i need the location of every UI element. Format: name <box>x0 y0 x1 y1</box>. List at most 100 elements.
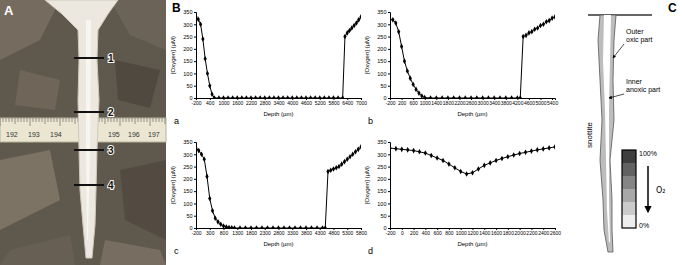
ruler-tick <box>126 118 127 122</box>
y-axis-line <box>194 13 197 99</box>
ruler-tick <box>30 118 31 126</box>
marker <box>447 161 450 167</box>
tick: 6400 <box>342 98 353 106</box>
marker <box>536 25 539 31</box>
marker <box>288 225 291 228</box>
rock-texture <box>15 70 60 110</box>
x-axis: -200020040060080010001200140016001800200… <box>385 228 561 236</box>
tick: 50 <box>380 213 390 219</box>
marker <box>522 34 525 40</box>
tick: 1800 <box>503 228 514 236</box>
marker <box>205 174 208 180</box>
tick-label: 300 <box>183 152 192 158</box>
tick: 150 <box>183 58 196 64</box>
tick-label: 0 <box>189 95 192 101</box>
tick-label: 1300 <box>232 230 243 236</box>
marker <box>357 147 360 153</box>
marker <box>542 146 545 152</box>
chart: -200020040060080010001200140016001800200… <box>364 139 561 256</box>
marker <box>391 17 394 23</box>
marker <box>327 95 330 98</box>
tick: 3800 <box>301 228 312 236</box>
tick-label: 4600 <box>524 100 535 106</box>
marker <box>200 151 203 157</box>
marker <box>197 17 200 23</box>
tick-label: 350 <box>377 139 386 145</box>
marker <box>335 165 338 171</box>
tick: 4000 <box>287 98 298 106</box>
marker <box>318 95 321 98</box>
ruler-tick <box>3 118 4 122</box>
tick-mark <box>388 49 390 50</box>
tick-label: 200 <box>183 46 192 52</box>
tick: -200 <box>385 98 395 106</box>
marker <box>458 95 461 98</box>
marker <box>341 95 344 98</box>
plot-area <box>390 14 555 98</box>
marker <box>315 225 318 228</box>
x-axis-title: Depth (µm) <box>457 111 487 117</box>
ruler-tick <box>15 118 16 124</box>
marker <box>343 159 346 165</box>
marker <box>291 95 294 98</box>
section-label: 1 <box>108 53 114 64</box>
marker <box>225 224 228 228</box>
y-axis-line <box>388 13 391 99</box>
tick: 250 <box>183 164 196 170</box>
tick-label: 300 <box>377 152 386 158</box>
ruler-tick <box>36 118 37 122</box>
ruler-tick <box>111 118 112 122</box>
ruler-tick <box>27 118 28 122</box>
tick: 100 <box>377 71 390 77</box>
tick-label: 1600 <box>491 230 502 236</box>
tick-label: 2600 <box>550 230 561 236</box>
tick: 0 <box>383 95 390 101</box>
tick: 600 <box>409 98 418 106</box>
marker <box>259 95 262 98</box>
tick: 0 <box>383 225 390 231</box>
ruler-tick <box>132 118 133 122</box>
marker <box>553 144 555 150</box>
tick: 3800 <box>501 98 512 106</box>
marker <box>255 225 258 228</box>
panel-label: A <box>4 3 14 18</box>
tick-label: 2200 <box>246 100 257 106</box>
tick-label: 300 <box>183 22 192 28</box>
ruler-tick <box>48 118 49 122</box>
tick: 400 <box>206 98 215 106</box>
tick-label: 800 <box>445 230 454 236</box>
ruler-tick <box>63 118 64 122</box>
tick: 100 <box>183 201 196 207</box>
tick-mark <box>194 216 196 217</box>
tick-label: 350 <box>183 139 192 145</box>
tick: 0 <box>401 228 404 236</box>
marker <box>420 93 423 98</box>
y-axis-title: [Oxygen] (µM) <box>364 36 370 74</box>
marker <box>424 150 427 156</box>
ruler-tick <box>108 118 109 122</box>
figure: 1921931941951961971234AB-200400100016002… <box>0 0 685 265</box>
marker <box>351 151 354 157</box>
rock-texture <box>110 0 166 50</box>
panel-label: B <box>172 1 181 15</box>
marker <box>545 19 548 25</box>
marker <box>403 58 406 64</box>
tick-label: 150 <box>377 188 386 194</box>
tick: 5200 <box>315 98 326 106</box>
tick-mark <box>194 61 196 62</box>
ruler-tick <box>153 118 154 122</box>
marker <box>516 95 519 98</box>
tick: 5000 <box>535 98 546 106</box>
marker <box>271 225 274 228</box>
marker <box>249 95 252 98</box>
ruler-tick <box>150 118 151 126</box>
tick-label: 4600 <box>301 100 312 106</box>
marker <box>487 95 490 98</box>
tick-label: 250 <box>183 34 192 40</box>
plot-area <box>196 14 361 98</box>
section-label: 4 <box>108 180 114 191</box>
tick: 2200 <box>526 228 537 236</box>
marker <box>493 95 496 98</box>
tick: 200 <box>398 98 407 106</box>
tick: 4800 <box>328 228 339 236</box>
